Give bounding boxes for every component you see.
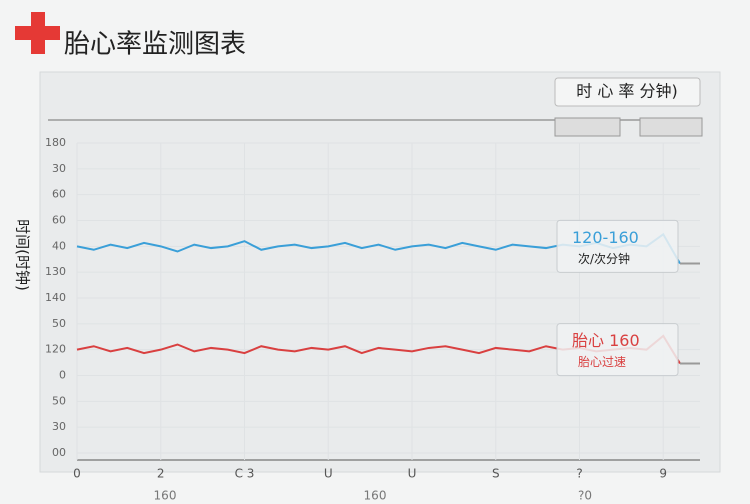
y-tick-label: 00 <box>52 446 66 459</box>
y-axis-label: 时间(时钟) <box>14 219 32 291</box>
x-tick-label: ? <box>576 467 582 481</box>
x-tick-label: 0 <box>73 467 81 481</box>
y-tick-label: 60 <box>52 214 66 227</box>
y-tick-label: 30 <box>52 162 66 175</box>
control <box>554 117 621 137</box>
x-tick-label: 9 <box>659 467 667 481</box>
annotation-box <box>556 219 679 273</box>
x-tick-label: C 3 <box>235 467 255 481</box>
x-tick-label: 2 <box>157 467 165 481</box>
y-tick-label: 140 <box>45 291 66 304</box>
x-tick-label: U <box>324 467 333 481</box>
icon-cross <box>31 12 45 54</box>
control <box>639 117 703 137</box>
legend-label: 胎心 160 <box>572 331 640 350</box>
y-tick-label: 180 <box>45 136 66 149</box>
annotation-box <box>556 323 679 377</box>
y-tick-label: 0 <box>59 369 66 382</box>
bottom-label: ?0 <box>578 489 592 501</box>
y-tick-label: 130 <box>45 265 66 278</box>
bottom-label: 160 <box>364 489 387 501</box>
legend-note: 次/次分钟 <box>578 251 630 266</box>
y-tick-label: 50 <box>52 317 66 330</box>
y-tick-label: 50 <box>52 394 66 407</box>
bottom-label: 160 <box>154 489 177 501</box>
y-tick-label: 120 <box>45 343 66 356</box>
y-tick-label: 60 <box>52 188 66 201</box>
legend-note: 胎心过速 <box>578 355 626 369</box>
chart-title: 胎心率监测图表 <box>64 30 246 60</box>
y-tick-label: 30 <box>52 420 66 433</box>
legend-box <box>554 77 701 107</box>
legend-title: 时 心 率 分钟) <box>576 82 678 101</box>
legend-label: 120-160 <box>572 228 639 247</box>
x-tick-label: S <box>492 467 500 481</box>
y-tick-label: 40 <box>52 239 66 252</box>
x-tick-label: U <box>408 467 417 481</box>
